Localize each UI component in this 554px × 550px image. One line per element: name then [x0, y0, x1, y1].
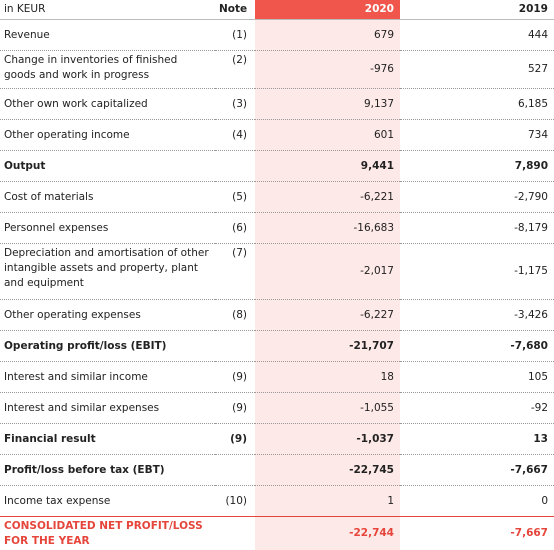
value-2019: -1,175 [400, 243, 554, 300]
value-2020: -16,683 [255, 212, 400, 244]
header-row: in KEUR Note 2020 2019 [0, 0, 554, 20]
value-2019: 444 [400, 19, 554, 51]
note: (6) [215, 212, 255, 244]
value-2020: 1 [255, 485, 400, 517]
value-2020: 679 [255, 19, 400, 51]
row-label: Interest and similar expenses [0, 392, 215, 424]
row-label: CONSOLIDATED NET PROFIT/LOSS FOR THE YEA… [0, 516, 215, 550]
value-2020: -1,037 [255, 423, 400, 455]
note: (8) [215, 299, 255, 331]
value-2019: -7,667 [400, 454, 554, 486]
row-label: Revenue [0, 19, 215, 51]
value-2019: 7,890 [400, 150, 554, 182]
note: (2) [215, 50, 255, 89]
value-2019: -8,179 [400, 212, 554, 244]
row: Other operating income (4) 601 734 [0, 119, 554, 151]
value-2020: -2,017 [255, 243, 400, 300]
note [215, 454, 255, 486]
value-2019: -7,667 [400, 516, 554, 550]
row-label: Output [0, 150, 215, 182]
value-2020: -22,744 [255, 516, 400, 550]
note: (7) [215, 243, 255, 300]
note: (1) [215, 19, 255, 51]
value-2020: -22,745 [255, 454, 400, 486]
row-label: Other own work capitalized [0, 88, 215, 120]
value-2019: -7,680 [400, 330, 554, 362]
note: (9) [215, 361, 255, 393]
header-cell: in KEUR [0, 0, 215, 20]
value-2019: -2,790 [400, 181, 554, 213]
value-2020: -6,221 [255, 181, 400, 213]
note: (5) [215, 181, 255, 213]
row-label: Change in inventories of finished goods … [0, 50, 215, 89]
row-label: Interest and similar income [0, 361, 215, 393]
value-2020: -1,055 [255, 392, 400, 424]
row: Other own work capitalized (3) 9,137 6,185 [0, 88, 554, 120]
note: (9) [215, 423, 255, 455]
note [215, 150, 255, 182]
value-2020: -21,707 [255, 330, 400, 362]
header-cell: 2019 [400, 0, 554, 20]
note [215, 516, 255, 550]
row: Cost of materials (5) -6,221 -2,790 [0, 181, 554, 213]
row: Profit/loss before tax (EBT) -22,745 -7,66… [0, 454, 554, 486]
value-2020: 9,137 [255, 88, 400, 120]
row-label: Other operating income [0, 119, 215, 151]
row: Revenue (1) 679 444 [0, 19, 554, 51]
row: CONSOLIDATED NET PROFIT/LOSS FOR THE YEA… [0, 516, 554, 550]
value-2019: 13 [400, 423, 554, 455]
header-cell: 2020 [255, 0, 400, 20]
value-2019: 6,185 [400, 88, 554, 120]
row: Financial result (9) -1,037 13 [0, 423, 554, 455]
header-cell: Note [215, 0, 255, 20]
value-2019: 0 [400, 485, 554, 517]
value-2019: 105 [400, 361, 554, 393]
row-label: Other operating expenses [0, 299, 215, 331]
row-label: Personnel expenses [0, 212, 215, 244]
row: Operating profit/loss (EBIT) -21,707 -7,68… [0, 330, 554, 362]
value-2019: -92 [400, 392, 554, 424]
note: (3) [215, 88, 255, 120]
row-label: Cost of materials [0, 181, 215, 213]
row: Depreciation and amortisation of other i… [0, 243, 554, 300]
value-2020: 601 [255, 119, 400, 151]
row-label: Profit/loss before tax (EBT) [0, 454, 215, 486]
row: Change in inventories of finished goods … [0, 50, 554, 89]
value-2019: 734 [400, 119, 554, 151]
value-2019: 527 [400, 50, 554, 89]
note [215, 330, 255, 362]
row: Output 9,441 7,890 [0, 150, 554, 182]
value-2020: 18 [255, 361, 400, 393]
note: (4) [215, 119, 255, 151]
note: (9) [215, 392, 255, 424]
row: Income tax expense (10) 1 0 [0, 485, 554, 517]
row-label: Depreciation and amortisation of other i… [0, 243, 215, 300]
note: (10) [215, 485, 255, 517]
value-2020: -976 [255, 50, 400, 89]
row: Personnel expenses (6) -16,683 -8,179 [0, 212, 554, 244]
row-label: Operating profit/loss (EBIT) [0, 330, 215, 362]
value-2019: -3,426 [400, 299, 554, 331]
value-2020: -6,227 [255, 299, 400, 331]
row: Interest and similar income (9) 18 105 [0, 361, 554, 393]
row-label: Income tax expense [0, 485, 215, 517]
row: Other operating expenses (8) -6,227 -3,426 [0, 299, 554, 331]
value-2020: 9,441 [255, 150, 400, 182]
row-label: Financial result [0, 423, 215, 455]
row: Interest and similar expenses (9) -1,055 -9… [0, 392, 554, 424]
